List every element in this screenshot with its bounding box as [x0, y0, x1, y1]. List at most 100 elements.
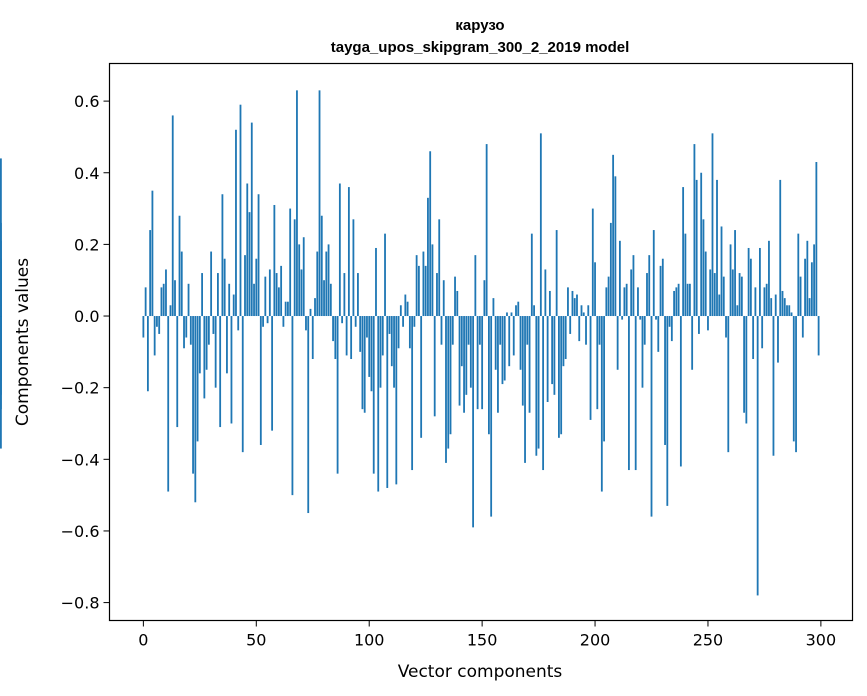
y-tick-label: −0.2: [61, 379, 100, 398]
bar: [718, 294, 721, 317]
bar: [693, 144, 696, 317]
bar: [194, 316, 197, 503]
bar: [250, 122, 253, 317]
bar: [196, 316, 199, 442]
bar: [526, 316, 529, 345]
bar: [463, 316, 465, 413]
bar: [648, 255, 651, 317]
bar: [160, 287, 163, 317]
bar: [316, 251, 319, 317]
bar: [777, 316, 779, 363]
bar: [731, 269, 734, 317]
bar: [657, 316, 660, 352]
bar: [698, 316, 700, 334]
y-tick-label: −0.6: [61, 522, 100, 541]
bar: [799, 276, 802, 317]
bar: [424, 265, 427, 317]
bar: [320, 215, 323, 317]
bar: [262, 316, 264, 327]
bar: [246, 183, 249, 317]
bar: [548, 290, 551, 317]
bar: [752, 316, 755, 360]
bar: [684, 233, 687, 317]
bar: [433, 316, 436, 417]
bar: [354, 316, 357, 327]
bar: [413, 316, 416, 327]
bar: [792, 316, 795, 442]
bar: [488, 316, 490, 435]
bar: [702, 219, 705, 317]
bar: [0, 305, 2, 317]
bar: [174, 280, 176, 317]
bar: [460, 316, 463, 367]
bar: [754, 287, 757, 317]
bar: [539, 133, 542, 317]
bar: [180, 251, 183, 317]
bar: [603, 316, 605, 442]
bar: [781, 290, 784, 317]
bar: [621, 316, 624, 320]
bar: [770, 298, 773, 317]
bar: [469, 316, 472, 388]
bar: [639, 316, 642, 320]
bar: [740, 276, 743, 317]
bar: [219, 316, 222, 428]
bar: [501, 316, 504, 385]
bar: [151, 190, 154, 317]
bar: [427, 197, 429, 317]
bar: [352, 219, 355, 317]
bar: [661, 258, 664, 317]
bar: [625, 283, 628, 317]
bar: [431, 244, 434, 317]
bar: [314, 298, 316, 317]
bar: [207, 316, 210, 345]
bar: [573, 298, 576, 317]
bar: [711, 133, 714, 317]
bar: [307, 316, 310, 514]
bar: [585, 316, 587, 345]
bar: [761, 316, 764, 349]
bar: [716, 179, 718, 317]
bar: [420, 316, 423, 438]
x-axis-ticks: 0 50 100 150 200 250 300: [138, 620, 836, 650]
bar: [171, 115, 174, 317]
bar: [497, 316, 499, 413]
bar: [646, 273, 648, 317]
bar: [465, 316, 468, 395]
bar: [772, 316, 775, 456]
bar: [273, 204, 276, 317]
bar: [494, 316, 497, 370]
y-tick-label: 0.6: [74, 92, 99, 111]
bar: [596, 316, 599, 410]
bar: [402, 316, 404, 327]
bar: [691, 316, 694, 370]
bar: [551, 316, 554, 385]
bar: [237, 316, 240, 331]
bar: [325, 251, 328, 317]
bar: [535, 316, 538, 456]
bar: [537, 316, 540, 449]
bar: [666, 316, 669, 506]
bar: [232, 294, 235, 317]
bar: [167, 316, 170, 492]
bar: [253, 283, 255, 317]
bar: [553, 316, 556, 395]
bar: [377, 316, 380, 492]
bar: [763, 287, 766, 317]
bar: [384, 233, 386, 317]
bar: [808, 298, 811, 317]
x-tick-label: 250: [693, 631, 724, 650]
bar: [564, 316, 567, 360]
bar: [738, 273, 741, 317]
bar: [788, 305, 791, 317]
bar: [198, 316, 201, 374]
y-axis-label: Components values: [13, 258, 33, 426]
y-tick-label: 0.4: [74, 164, 99, 183]
bar: [291, 316, 294, 496]
bar: [668, 316, 671, 327]
y-tick-label: −0.4: [61, 450, 100, 469]
bar: [546, 316, 549, 402]
bar: [664, 316, 666, 445]
bar: [558, 316, 560, 438]
bar: [417, 265, 420, 317]
